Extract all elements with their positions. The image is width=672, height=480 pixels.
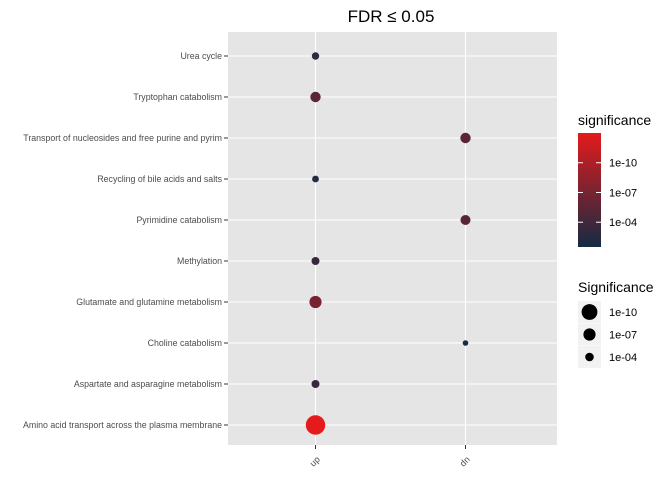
color-legend-label: 1e-07 <box>609 187 637 199</box>
data-point <box>310 91 321 103</box>
y-tick-label: Choline catabolism <box>148 338 222 348</box>
color-legend-gradient-bar <box>578 133 601 247</box>
data-point <box>462 340 469 346</box>
color-legend-label: 1e-04 <box>609 217 637 229</box>
y-axis: Urea cycle Tryptophan catabolism Transport… <box>23 51 228 430</box>
data-point <box>309 295 322 309</box>
size-legend: Significance 1e-10 1e-07 1e-04 <box>578 279 654 368</box>
chart-title: FDR ≤ 0.05 <box>348 7 435 26</box>
data-point <box>460 214 471 226</box>
x-tick-label: dn <box>458 454 472 468</box>
x-tick-label: up <box>308 454 322 468</box>
data-point <box>312 175 319 183</box>
y-tick-label: Methylation <box>177 256 222 266</box>
data-point <box>460 132 471 144</box>
y-tick-label: Amino acid transport across the plasma m… <box>23 420 222 430</box>
y-tick-label: Tryptophan catabolism <box>133 92 222 102</box>
color-legend: significance 1e-10 1e-07 1e-04 <box>578 112 651 247</box>
y-tick-label: Pyrimidine catabolism <box>136 215 222 225</box>
size-legend-title: Significance <box>578 279 654 295</box>
y-tick-label: Urea cycle <box>180 51 222 61</box>
size-legend-dot <box>585 352 594 362</box>
color-legend-title: significance <box>578 112 651 128</box>
data-point <box>305 415 326 435</box>
y-tick-label: Transport of nucleosides and free purine… <box>23 133 222 143</box>
data-points <box>305 52 471 435</box>
size-legend-dot <box>583 328 596 341</box>
size-legend-label: 1e-07 <box>609 330 637 342</box>
data-point <box>311 257 320 265</box>
size-legend-label: 1e-04 <box>609 352 637 364</box>
y-tick-label: Recycling of bile acids and salts <box>97 174 222 184</box>
size-legend-label: 1e-10 <box>609 307 637 319</box>
size-legend-dot <box>581 304 598 320</box>
y-tick-label: Glutamate and glutamine metabolism <box>76 297 222 307</box>
data-point <box>311 380 320 388</box>
plot-panel <box>228 32 557 445</box>
y-tick-label: Aspartate and asparagine metabolism <box>74 379 222 389</box>
data-point <box>311 52 320 60</box>
x-axis: up dn <box>308 445 472 468</box>
color-legend-label: 1e-10 <box>609 158 637 170</box>
